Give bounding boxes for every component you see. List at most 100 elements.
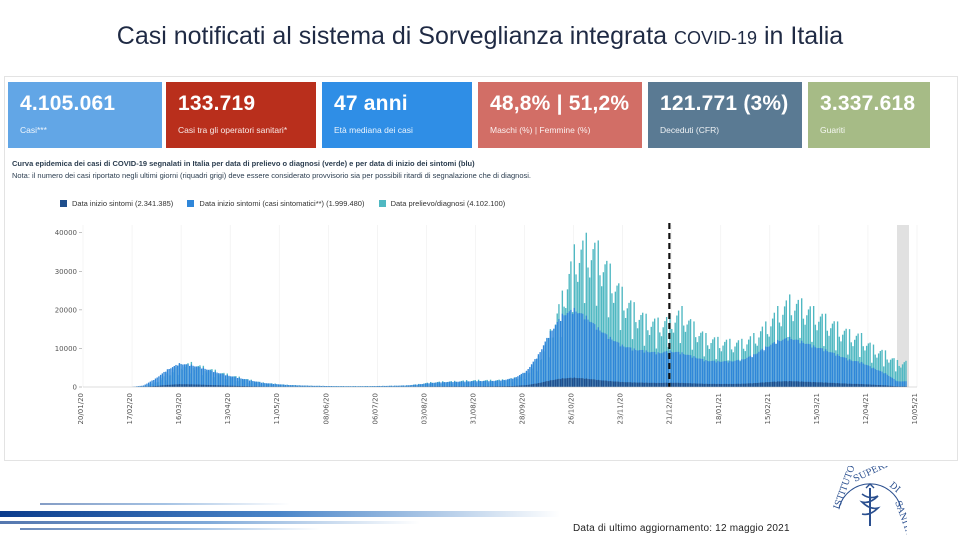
bar-diagnosis-date: [618, 283, 620, 387]
bar-symptom-onset-all: [506, 386, 509, 387]
decorative-blue-strip: [0, 503, 560, 530]
bar-symptom-onset: [185, 364, 187, 387]
bar-symptom-onset: [577, 313, 579, 387]
bar-symptom-onset: [445, 382, 447, 387]
bar-symptom-onset: [175, 364, 177, 387]
bar-symptom-onset: [517, 376, 519, 387]
bar-symptom-onset-all: [513, 385, 516, 387]
bar-symptom-onset-all: [799, 381, 801, 387]
bar-symptom-onset: [684, 354, 687, 387]
bar-symptom-onset-all: [732, 383, 734, 387]
bar-symptom-onset-all: [568, 377, 570, 387]
legend-item[interactable]: Data inizio sintomi (2.341.385): [60, 199, 173, 208]
x-tick-label: 15/02/21: [764, 393, 772, 424]
bar-symptom-onset: [693, 356, 695, 387]
bar-symptom-onset: [597, 327, 599, 387]
bar-symptom-onset-all: [819, 382, 822, 387]
bar-diagnosis-date: [895, 371, 897, 387]
bar-symptom-onset-all: [671, 382, 673, 387]
bar-symptom-onset: [874, 369, 876, 387]
bar-symptom-onset-all: [570, 377, 572, 387]
bar-symptom-onset: [330, 386, 333, 387]
bar-symptom-onset-all: [737, 383, 740, 387]
bar-symptom-onset-all: [701, 383, 704, 387]
bar-symptom-onset: [544, 341, 546, 387]
bar-symptom-onset-all: [493, 386, 495, 387]
bar-symptom-onset: [289, 385, 292, 387]
bar-diagnosis-date: [597, 240, 599, 387]
bar-symptom-onset-all: [855, 383, 858, 387]
bar-diagnosis-date: [877, 353, 880, 387]
bar-symptom-onset-all: [891, 385, 893, 387]
bar-symptom-onset-all: [218, 385, 220, 387]
legend-item[interactable]: Data prelievo/diagnosi (4.102.100): [378, 199, 505, 208]
bar-symptom-onset: [436, 382, 439, 387]
bar-symptom-onset: [773, 342, 776, 387]
bar-symptom-onset-all: [522, 385, 524, 387]
bar-symptom-onset-all: [542, 381, 545, 387]
bar-symptom-onset-all: [869, 384, 871, 387]
bar-symptom-onset: [262, 382, 264, 387]
bar-symptom-onset: [730, 361, 733, 387]
bar-symptom-onset: [310, 385, 312, 387]
x-tick-label: 12/04/21: [862, 393, 870, 424]
bar-symptom-onset: [197, 366, 199, 387]
bar-symptom-onset: [165, 371, 167, 387]
bar-symptom-onset: [645, 350, 647, 387]
bar-symptom-onset: [653, 351, 656, 387]
bar-symptom-onset: [665, 351, 668, 387]
bar-symptom-onset: [556, 321, 558, 387]
bar-symptom-onset: [812, 345, 815, 387]
bar-symptom-onset: [843, 357, 846, 387]
bar-symptom-onset-all: [209, 384, 211, 387]
kpi-total-cases: 4.105.061 Casi***: [8, 82, 162, 148]
bar-symptom-onset-all: [200, 384, 203, 387]
bar-symptom-onset: [862, 363, 864, 387]
bar-symptom-onset-all: [712, 383, 714, 387]
kpi-sex-ratio: 48,8% | 51,2% Maschi (%) | Femmine (%): [478, 82, 642, 148]
bar-symptom-onset: [170, 368, 172, 387]
bar-symptom-onset: [604, 333, 606, 387]
kpi-row: 4.105.061 Casi*** 133.719 Casi tra gli o…: [8, 82, 958, 148]
bar-symptom-onset-all: [448, 386, 451, 387]
bar-symptom-onset: [243, 379, 246, 387]
legend-swatch: [187, 200, 195, 207]
bar-symptom-onset: [879, 370, 882, 387]
bar-symptom-onset-all: [170, 384, 172, 387]
bar-symptom-onset: [652, 351, 654, 387]
bar-symptom-onset: [481, 381, 483, 387]
bar-symptom-onset: [144, 384, 146, 387]
bar-symptom-onset: [200, 368, 203, 387]
bar-symptom-onset: [216, 372, 218, 387]
bar-symptom-onset-all: [597, 379, 599, 387]
bar-symptom-onset: [585, 315, 587, 387]
bar-symptom-onset: [318, 385, 321, 387]
legend-item[interactable]: Data inizio sintomi (casi sintomatici**)…: [187, 199, 364, 208]
bar-diagnosis-date: [628, 302, 630, 387]
bar-symptom-onset-all: [789, 380, 791, 387]
bar-diagnosis-date: [886, 359, 888, 387]
x-tick-label: 21/12/20: [666, 393, 674, 424]
bar-symptom-onset: [689, 355, 692, 387]
bar-symptom-onset-all: [739, 383, 741, 387]
legend-label: Data inizio sintomi (2.341.385): [72, 199, 174, 208]
bar-symptom-onset: [166, 369, 169, 387]
bar-symptom-onset-all: [599, 380, 601, 387]
bar-symptom-onset: [631, 350, 634, 387]
bar-diagnosis-date: [693, 321, 695, 387]
bar-symptom-onset-all: [236, 385, 239, 387]
bar-symptom-onset-all: [178, 384, 181, 387]
bar-symptom-onset: [288, 385, 290, 387]
bar-symptom-onset-all: [520, 385, 523, 387]
bar-symptom-onset: [317, 385, 319, 387]
bar-symptom-onset-all: [592, 379, 594, 387]
bar-symptom-onset: [349, 386, 352, 387]
bar-symptom-onset-all: [631, 382, 634, 387]
bar-symptom-onset-all: [156, 385, 158, 387]
bar-symptom-onset: [611, 339, 613, 387]
bar-symptom-onset: [905, 381, 907, 387]
bar-diagnosis-date: [602, 272, 605, 387]
bar-symptom-onset: [231, 376, 234, 387]
bar-symptom-onset: [838, 355, 840, 387]
bar-symptom-onset: [732, 361, 734, 387]
